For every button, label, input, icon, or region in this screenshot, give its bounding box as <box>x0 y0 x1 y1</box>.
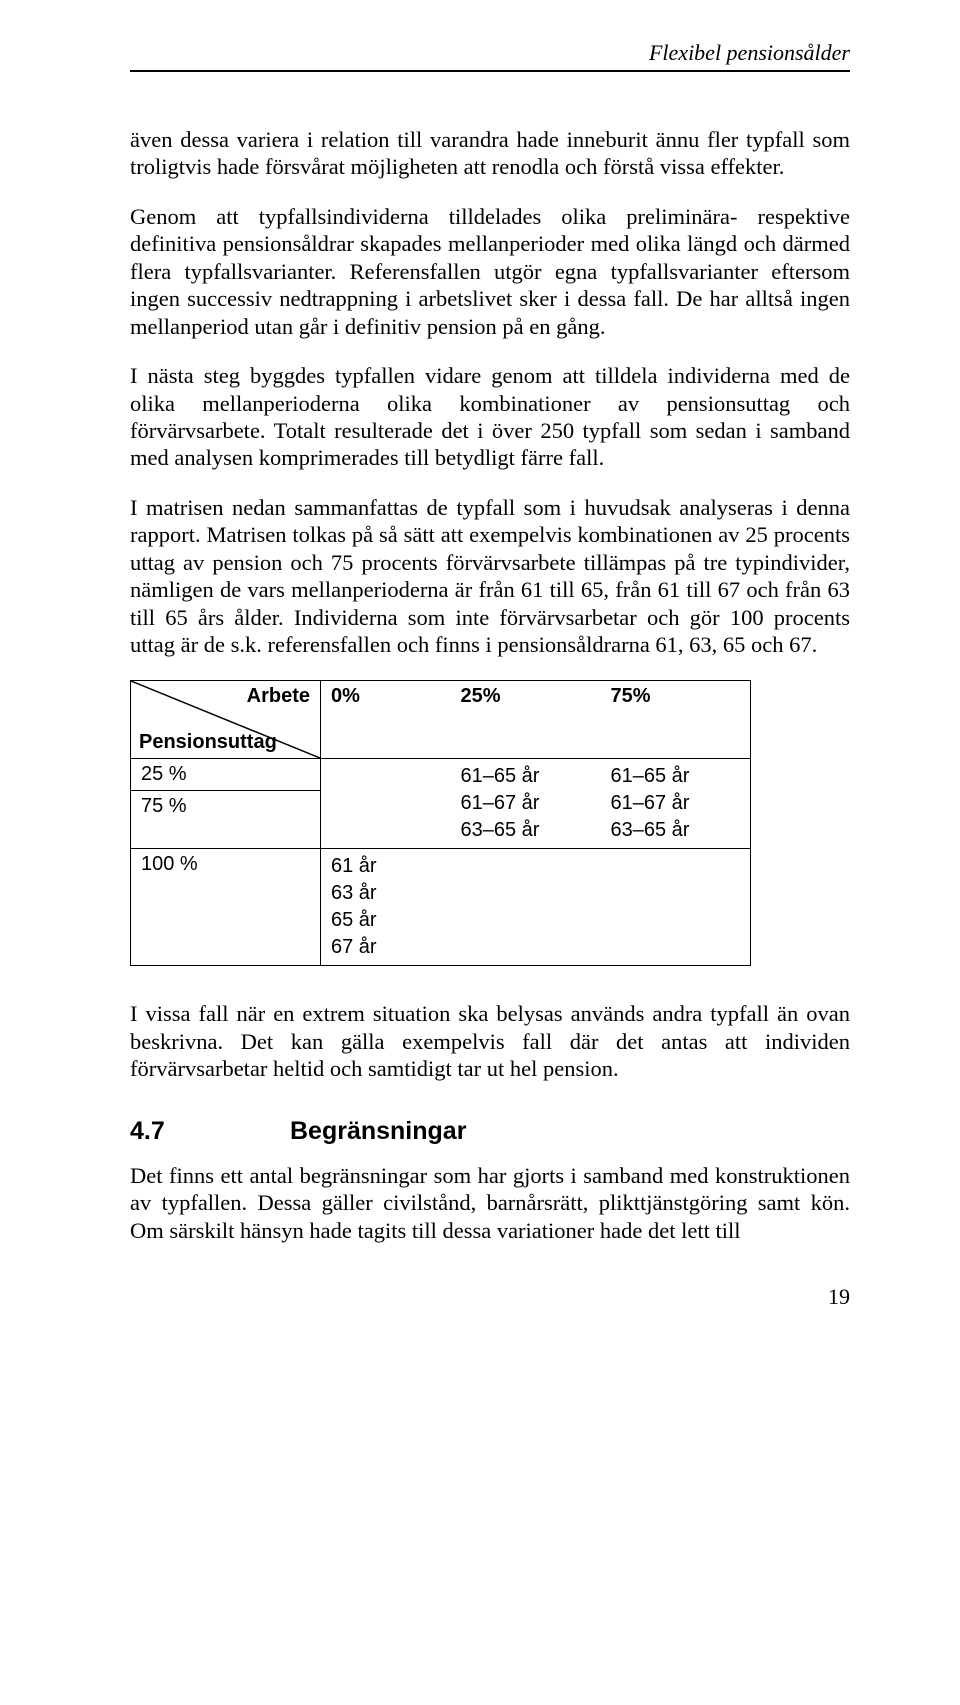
section-title: Begränsningar <box>290 1117 466 1145</box>
page-number: 19 <box>130 1284 850 1310</box>
col-header-25: 25% <box>451 681 601 759</box>
paragraph-6: Det finns ett antal begränsningar som ha… <box>130 1162 850 1244</box>
cell-25-75-col75: 61–65 år 61–67 år 63–65 år <box>601 759 751 849</box>
diagonal-header-cell: Arbete Pensionsuttag <box>131 681 321 759</box>
running-header: Flexibel pensionsålder <box>130 40 850 72</box>
row-label-25: 25 % <box>131 759 320 791</box>
section-number: 4.7 <box>130 1117 290 1146</box>
col-header-75: 75% <box>601 681 751 759</box>
row-axis-label: Pensionsuttag <box>139 731 277 754</box>
cell-100-col75 <box>601 849 751 966</box>
paragraph-2: Genom att typfallsindividerna tilldelade… <box>130 203 850 340</box>
col-axis-label: Arbete <box>247 685 310 708</box>
paragraph-1: även dessa variera i relation till varan… <box>130 126 850 181</box>
paragraph-4: I matrisen nedan sammanfattas de typfall… <box>130 494 850 659</box>
cell-100-col0: 61 år 63 år 65 år 67 år <box>321 849 451 966</box>
section-heading: 4.7Begränsningar <box>130 1117 850 1146</box>
row-25-75-labels: 25 % 75 % <box>131 759 321 849</box>
row-label-100: 100 % <box>131 849 321 966</box>
row-label-75: 75 % <box>131 791 320 822</box>
cell-25-75-col25: 61–65 år 61–67 år 63–65 år <box>451 759 601 849</box>
running-title: Flexibel pensionsålder <box>649 40 850 65</box>
cell-100-col25 <box>451 849 601 966</box>
col-header-0: 0% <box>321 681 451 759</box>
paragraph-3: I nästa steg byggdes typfallen vidare ge… <box>130 362 850 472</box>
cell-25-75-col0 <box>321 759 451 849</box>
paragraph-5: I vissa fall när en extrem situation ska… <box>130 1000 850 1082</box>
typfall-matrix: Arbete Pensionsuttag 0% 25% 75% 25 % 75 … <box>130 680 850 966</box>
